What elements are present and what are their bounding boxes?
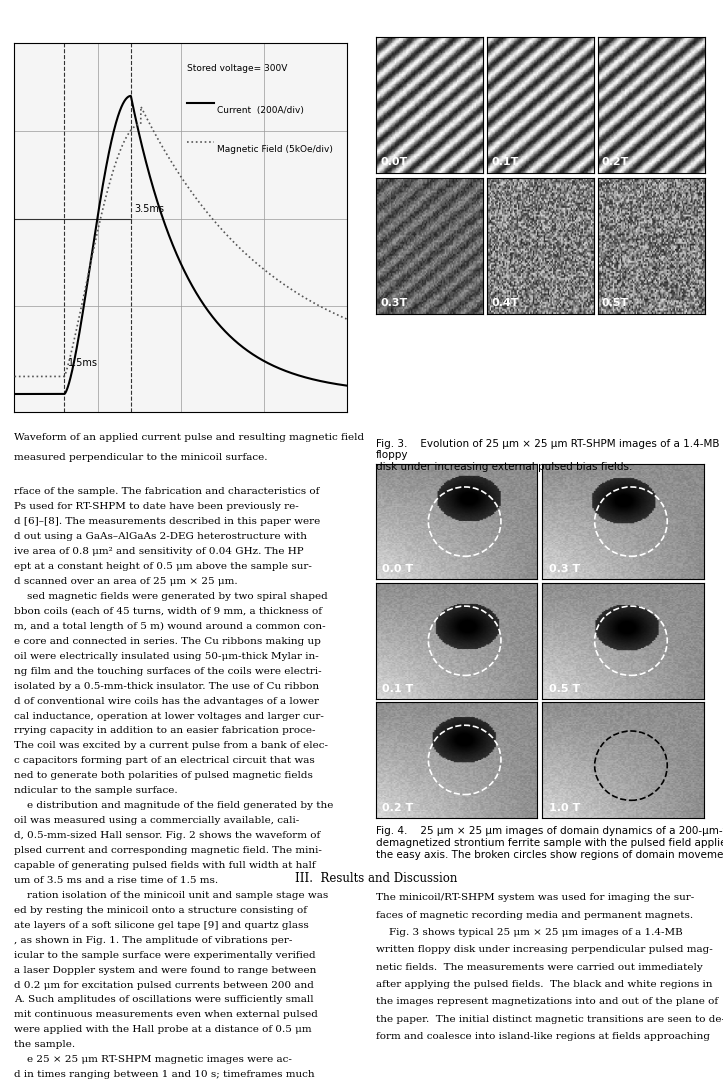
Text: plsed current and corresponding magnetic field. The mini-: plsed current and corresponding magnetic… xyxy=(14,846,322,856)
Text: 0.4T: 0.4T xyxy=(491,298,518,308)
Text: e core and connected in series. The Cu ribbons making up: e core and connected in series. The Cu r… xyxy=(14,637,321,645)
Text: e distribution and magnitude of the field generated by the: e distribution and magnitude of the fiel… xyxy=(14,801,334,810)
Text: Ps used for RT-SHPM to date have been previously re-: Ps used for RT-SHPM to date have been pr… xyxy=(14,503,299,511)
Text: 1.5ms: 1.5ms xyxy=(68,358,98,368)
Text: The minicoil/RT-SHPM system was used for imaging the sur-: The minicoil/RT-SHPM system was used for… xyxy=(376,893,694,902)
Text: a laser Doppler system and were found to range between: a laser Doppler system and were found to… xyxy=(14,966,317,975)
Text: 0.0T: 0.0T xyxy=(380,157,408,167)
Text: 0.5T: 0.5T xyxy=(602,298,629,308)
Text: um of 3.5 ms and a rise time of 1.5 ms.: um of 3.5 ms and a rise time of 1.5 ms. xyxy=(14,876,218,885)
Text: d in times ranging between 1 and 10 s; timeframes much: d in times ranging between 1 and 10 s; t… xyxy=(14,1070,315,1080)
Text: isolated by a 0.5-mm-thick insulator. The use of Cu ribbon: isolated by a 0.5-mm-thick insulator. Th… xyxy=(14,681,320,691)
Text: Fig. 4.    25 μm × 25 μm images of domain dynamics of a 200-μm-thick
demagnetize: Fig. 4. 25 μm × 25 μm images of domain d… xyxy=(376,826,723,860)
Text: d, 0.5-mm-sized Hall sensor. Fig. 2 shows the waveform of: d, 0.5-mm-sized Hall sensor. Fig. 2 show… xyxy=(14,831,321,840)
Text: ate layers of a soft silicone gel tape [9] and quartz glass: ate layers of a soft silicone gel tape [… xyxy=(14,921,309,930)
Text: 0.5 T: 0.5 T xyxy=(549,683,580,693)
Text: ned to generate both polarities of pulsed magnetic fields: ned to generate both polarities of pulse… xyxy=(14,771,313,781)
Text: Fig. 3.    Evolution of 25 μm × 25 μm RT-SHPM images of a 1.4-MB floppy
disk und: Fig. 3. Evolution of 25 μm × 25 μm RT-SH… xyxy=(376,439,719,472)
Text: the sample.: the sample. xyxy=(14,1041,76,1049)
Text: A. Such amplitudes of oscillations were sufficiently small: A. Such amplitudes of oscillations were … xyxy=(14,995,314,1005)
Text: 0.3 T: 0.3 T xyxy=(549,564,580,574)
Text: ept at a constant height of 0.5 μm above the sample sur-: ept at a constant height of 0.5 μm above… xyxy=(14,562,312,571)
Text: m, and a total length of 5 m) wound around a common con-: m, and a total length of 5 m) wound arou… xyxy=(14,622,326,631)
Text: Magnetic Field (5kOe/div): Magnetic Field (5kOe/div) xyxy=(218,145,333,154)
Text: ration isolation of the minicoil unit and sample stage was: ration isolation of the minicoil unit an… xyxy=(14,891,329,900)
Text: oil was measured using a commercially available, cali-: oil was measured using a commercially av… xyxy=(14,817,300,825)
Text: icular to the sample surface were experimentally verified: icular to the sample surface were experi… xyxy=(14,951,316,960)
Text: d of conventional wire coils has the advantages of a lower: d of conventional wire coils has the adv… xyxy=(14,696,320,706)
Text: 1.0 T: 1.0 T xyxy=(549,803,580,812)
Text: form and coalesce into island-like regions at fields approaching: form and coalesce into island-like regio… xyxy=(376,1032,710,1041)
Text: measured perpendicular to the minicoil surface.: measured perpendicular to the minicoil s… xyxy=(14,453,268,461)
Text: ed by resting the minicoil onto a structure consisting of: ed by resting the minicoil onto a struct… xyxy=(14,905,307,915)
Text: d [6]–[8]. The measurements described in this paper were: d [6]–[8]. The measurements described in… xyxy=(14,518,321,526)
Text: after applying the pulsed fields.  The black and white regions in: after applying the pulsed fields. The bl… xyxy=(376,980,712,989)
Text: ive area of 0.8 μm² and sensitivity of 0.04 GHz. The HP: ive area of 0.8 μm² and sensitivity of 0… xyxy=(14,547,304,557)
Text: 0.2T: 0.2T xyxy=(602,157,629,167)
Text: The coil was excited by a current pulse from a bank of elec-: The coil was excited by a current pulse … xyxy=(14,742,328,751)
Text: Waveform of an applied current pulse and resulting magnetic field: Waveform of an applied current pulse and… xyxy=(14,433,364,442)
Text: netic fields.  The measurements were carried out immediately: netic fields. The measurements were carr… xyxy=(376,963,703,971)
Text: bbon coils (each of 45 turns, width of 9 mm, a thickness of: bbon coils (each of 45 turns, width of 9… xyxy=(14,606,322,616)
Text: Fig. 3 shows typical 25 μm × 25 μm images of a 1.4-MB: Fig. 3 shows typical 25 μm × 25 μm image… xyxy=(376,928,683,937)
Text: 0.1 T: 0.1 T xyxy=(382,683,414,693)
Text: 0.3T: 0.3T xyxy=(380,298,408,308)
Text: were applied with the Hall probe at a distance of 0.5 μm: were applied with the Hall probe at a di… xyxy=(14,1026,312,1034)
Text: 0.2 T: 0.2 T xyxy=(382,803,414,812)
Text: III.  Results and Discussion: III. Results and Discussion xyxy=(295,872,457,885)
Text: d scanned over an area of 25 μm × 25 μm.: d scanned over an area of 25 μm × 25 μm. xyxy=(14,577,238,586)
Text: the paper.  The initial distinct magnetic transitions are seen to de-: the paper. The initial distinct magnetic… xyxy=(376,1015,723,1023)
Text: e 25 × 25 μm RT-SHPM magnetic images were ac-: e 25 × 25 μm RT-SHPM magnetic images wer… xyxy=(14,1055,292,1065)
Text: d 0.2 μm for excitation pulsed currents between 200 and: d 0.2 μm for excitation pulsed currents … xyxy=(14,980,315,990)
Text: cal inductance, operation at lower voltages and larger cur-: cal inductance, operation at lower volta… xyxy=(14,712,325,720)
Text: faces of magnetic recording media and permanent magnets.: faces of magnetic recording media and pe… xyxy=(376,911,693,919)
Text: written floppy disk under increasing perpendicular pulsed mag-: written floppy disk under increasing per… xyxy=(376,945,713,954)
Text: d out using a GaAs–AlGaAs 2-DEG heterostructure with: d out using a GaAs–AlGaAs 2-DEG heterost… xyxy=(14,532,307,542)
Text: the images represent magnetizations into and out of the plane of: the images represent magnetizations into… xyxy=(376,997,718,1006)
Text: , as shown in Fig. 1. The amplitude of vibrations per-: , as shown in Fig. 1. The amplitude of v… xyxy=(14,936,293,944)
Text: 3.5ms: 3.5ms xyxy=(134,204,164,213)
Text: capable of generating pulsed fields with full width at half: capable of generating pulsed fields with… xyxy=(14,861,316,870)
Text: mit continuous measurements even when external pulsed: mit continuous measurements even when ex… xyxy=(14,1010,318,1019)
Text: Stored voltage= 300V: Stored voltage= 300V xyxy=(187,64,288,74)
Text: sed magnetic fields were generated by two spiral shaped: sed magnetic fields were generated by tw… xyxy=(14,592,328,601)
Text: c capacitors forming part of an electrical circuit that was: c capacitors forming part of an electric… xyxy=(14,756,315,766)
Text: 0.1T: 0.1T xyxy=(491,157,518,167)
Text: ng film and the touching surfaces of the coils were electri-: ng film and the touching surfaces of the… xyxy=(14,667,322,676)
Text: 0.0 T: 0.0 T xyxy=(382,564,414,574)
Text: ndicular to the sample surface.: ndicular to the sample surface. xyxy=(14,786,178,795)
Text: rrying capacity in addition to an easier fabrication proce-: rrying capacity in addition to an easier… xyxy=(14,727,316,735)
Text: Current  (200A/div): Current (200A/div) xyxy=(218,106,304,116)
Text: oil were electrically insulated using 50-μm-thick Mylar in-: oil were electrically insulated using 50… xyxy=(14,652,320,661)
Text: rface of the sample. The fabrication and characteristics of: rface of the sample. The fabrication and… xyxy=(14,487,320,496)
